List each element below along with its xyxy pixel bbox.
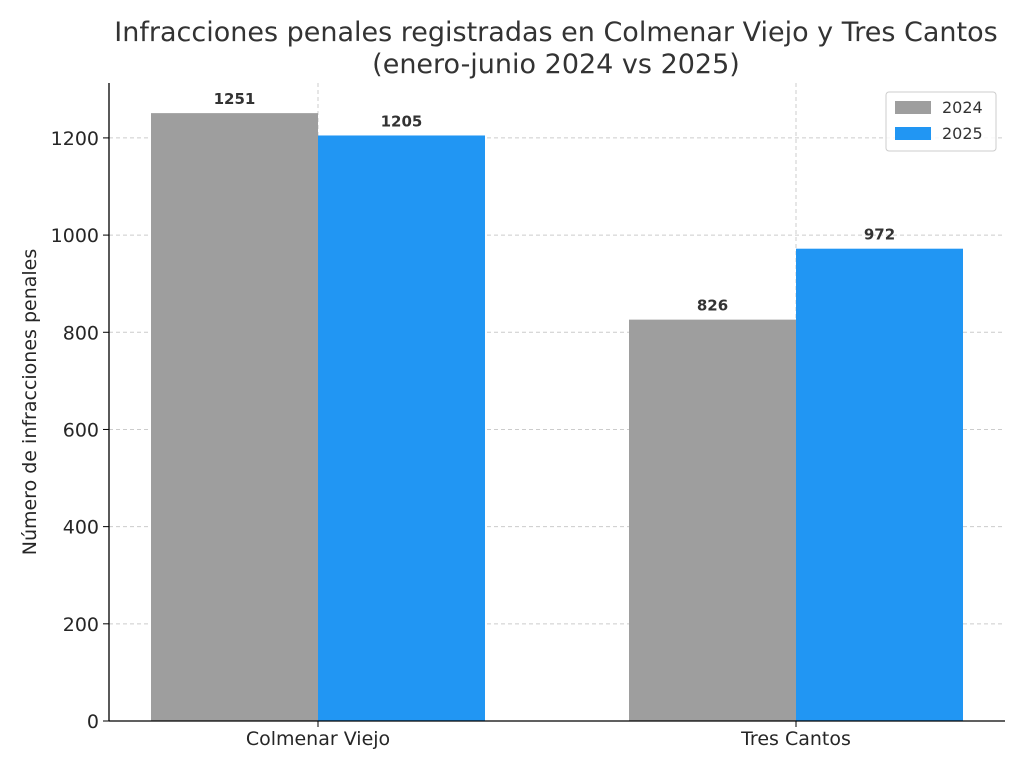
legend: 2024 2025 bbox=[885, 91, 997, 152]
legend-label: 2024 bbox=[942, 98, 983, 117]
tick-labels: 0 200 400 600 800 1000 1200 Colmenar Viejo Tres … bbox=[51, 128, 851, 750]
data-label: 1251 bbox=[214, 90, 256, 108]
legend-label: 2025 bbox=[942, 124, 983, 143]
bars bbox=[151, 113, 963, 722]
bar-2024-0 bbox=[151, 113, 318, 722]
y-tick-label: 1000 bbox=[51, 225, 99, 247]
y-tick-label: 1200 bbox=[51, 128, 99, 150]
y-tick-label: 800 bbox=[63, 322, 99, 344]
data-label: 826 bbox=[697, 297, 728, 315]
y-tick-label: 0 bbox=[87, 711, 99, 733]
y-axis-label: Número de infracciones penales bbox=[19, 249, 41, 556]
x-tick-label: Tres Cantos bbox=[740, 728, 851, 750]
y-tick-label: 600 bbox=[63, 419, 99, 441]
bar-2025-0 bbox=[318, 135, 485, 722]
bar-2024-1 bbox=[629, 319, 796, 721]
data-label: 972 bbox=[864, 226, 895, 244]
data-label: 1205 bbox=[381, 112, 423, 130]
legend-swatch-2024 bbox=[895, 101, 931, 114]
y-tick-label: 200 bbox=[63, 614, 99, 636]
bar-2025-1 bbox=[796, 248, 963, 721]
legend-swatch-2025 bbox=[895, 127, 931, 140]
chart-title-line-2: (enero-junio 2024 vs 2025) bbox=[372, 49, 740, 80]
chart-title-line-1: Infracciones penales registradas en Colm… bbox=[114, 17, 997, 48]
x-tick-label: Colmenar Viejo bbox=[246, 728, 390, 750]
y-tick-label: 400 bbox=[63, 517, 99, 539]
data-labels: 1251 826 1205 972 bbox=[214, 90, 896, 315]
axes bbox=[103, 83, 1005, 727]
